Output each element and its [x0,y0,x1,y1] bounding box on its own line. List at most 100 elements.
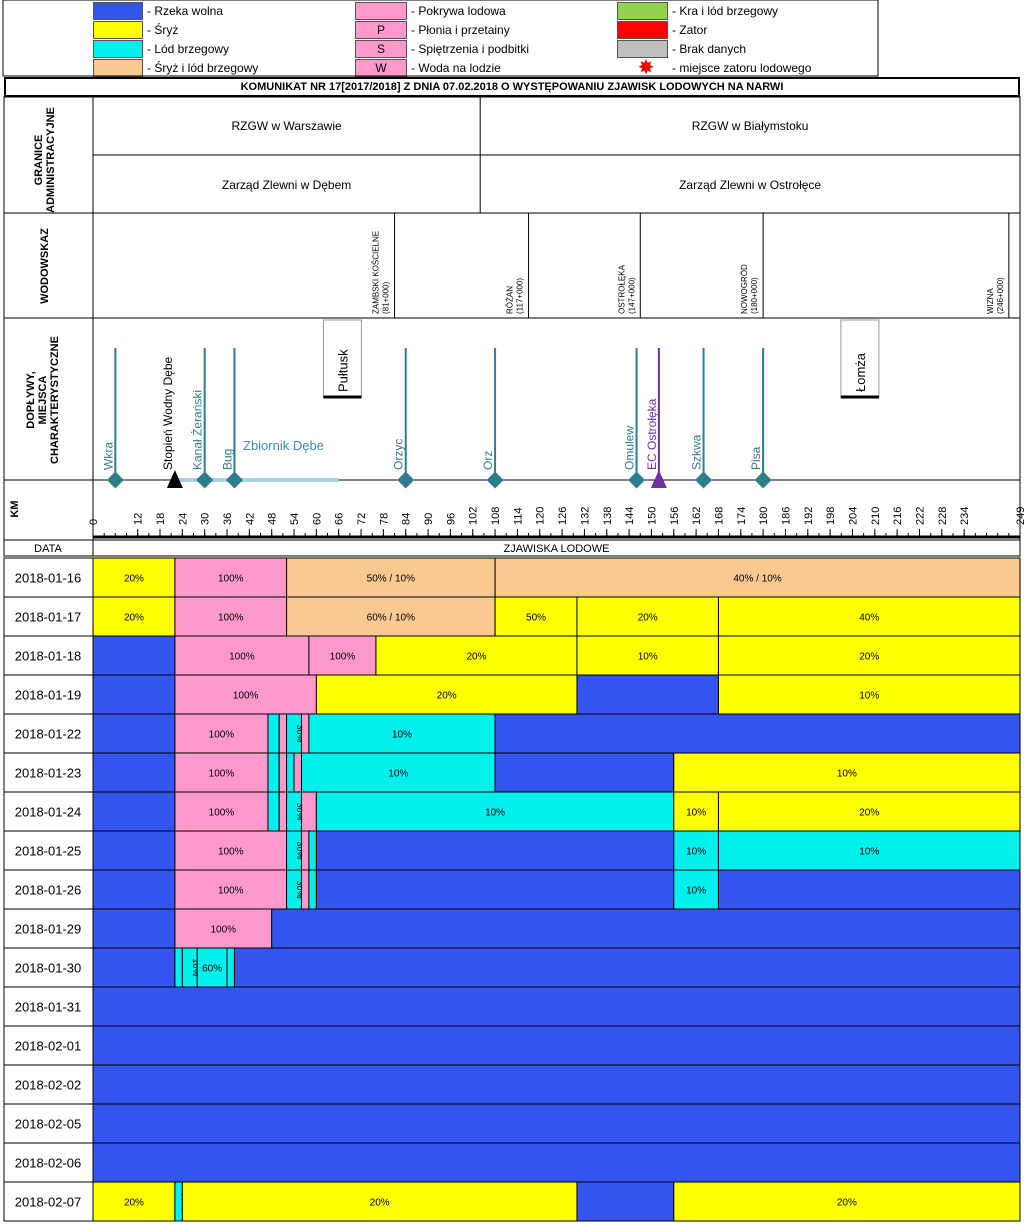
ice-segment [673,869,719,910]
tributary-marker [754,471,772,489]
segment-label: 20% [124,1198,144,1209]
ice-segment [576,674,719,715]
legend-swatch [93,40,143,58]
tributary-label: Omulew [623,426,637,470]
ice-segment [92,713,176,754]
zarzad-label: Zarząd Zlewni w Dębem [222,178,351,192]
ice-segment [278,791,288,832]
segment-label: 60% / 10% [367,613,415,624]
section-header-frame [3,539,1021,557]
legend: - Rzeka wolna - Śryż - Lód brzegowy - Śryż … [0,0,1024,79]
date-label: 2018-01-23 [15,766,82,781]
segment-label: 20% [859,808,879,819]
date-label: 2018-02-06 [15,1156,82,1171]
legend-swatch [93,2,143,20]
plant-marker [650,470,667,488]
segment-label: 20% [124,613,144,624]
legend-label: - miejsce zatoru lodowego [672,61,812,75]
segment-label: 10% [638,652,658,663]
ice-segment [717,674,1021,715]
segment-label: 100% [218,886,244,897]
segment-label: 50% / 10% [367,574,415,585]
town-label: Pułtusk [335,349,350,392]
km-tick-label: 198 [825,507,837,525]
segment-label: 60% [202,964,222,975]
ice-segment [92,986,1021,1027]
segment-label: 50% [526,613,546,624]
legend-swatch [355,2,407,20]
legend-label: - Lód brzegowy [147,42,230,56]
tributary-marker [397,471,415,489]
ice-jam-star-icon: ✸ [637,57,655,79]
segment-label: 20% [837,1198,857,1209]
legend-swatch [617,21,668,39]
km-tick-label: 126 [557,507,569,525]
ice-segment [286,557,496,598]
legend-swatch [617,40,668,58]
segment-label: 30% [295,841,305,859]
gauge-km: (147+000) [627,277,636,314]
ice-segment [278,752,288,793]
date-label: 2018-01-26 [15,883,82,898]
km-tick-label: 78 [378,513,390,525]
date-label: 2018-01-31 [15,1000,82,1015]
ice-segment [308,713,496,754]
ice-segment [375,635,578,676]
segment-label: 100% [233,691,259,702]
ice-segment [494,557,1021,598]
km-tick-label: 102 [468,507,480,525]
ice-segment [226,947,235,988]
km-tick-label: 18 [155,513,167,525]
ice-segment [174,752,269,793]
segment-label: 100% [229,652,255,663]
km-tick-label: 66 [334,513,346,525]
legend-swatch [617,2,668,20]
zarzad-label: Zarząd Zlewni w Ostrołęce [679,178,821,192]
legend-label: - Pokrywa lodowa [411,4,506,18]
date-label: 2018-01-30 [15,961,82,976]
date-cell [3,947,94,988]
ice-segment [92,869,176,910]
date-cell [3,830,94,871]
date-cell [3,869,94,910]
km-tick-label: 48 [267,513,279,525]
date-cell [3,713,94,754]
date-column-header: DATA [34,543,62,555]
gauge-name: NOWOGRÓD [740,264,749,314]
segment-label: 40% [859,613,879,624]
segment-label: 10% [392,730,412,741]
ice-segment [494,713,1021,754]
tributary-marker [628,471,646,489]
km-tick-label: 30 [200,513,212,525]
ice-segment [300,752,496,793]
tributary-label: Szkwa [690,434,704,470]
segment-label: 40% / 10% [733,574,781,585]
segment-label: 100% [218,574,244,585]
legend-label: - Kra i lód brzegowy [672,4,779,18]
ice-segment [293,752,302,793]
segment-label: 20% [437,691,457,702]
ice-segment [576,635,719,676]
date-label: 2018-01-19 [15,688,82,703]
km-tick-label: 216 [892,507,904,525]
date-cell [3,674,94,715]
ice-segment [308,830,317,871]
km-tick-label: 144 [624,507,636,525]
gauge-km: (246+000) [996,277,1005,314]
km-tick-label: 120 [535,507,547,525]
ice-segment [286,752,295,793]
segment-label: 10% [837,769,857,780]
ice-segment [717,869,1021,910]
town-box [840,319,880,399]
ice-segment [300,791,317,832]
km-tick-label: 42 [244,513,256,525]
segment-label: 100% [209,769,235,780]
date-label: 2018-01-22 [15,727,82,742]
legend-swatch: S [355,40,407,58]
km-tick-label: 174 [736,507,748,525]
ice-segment [92,1103,1021,1144]
ice-segment [494,752,675,793]
legend-label: - Woda na lodzie [411,61,501,75]
ice-segment [181,1181,578,1222]
ice-segment [267,752,280,793]
